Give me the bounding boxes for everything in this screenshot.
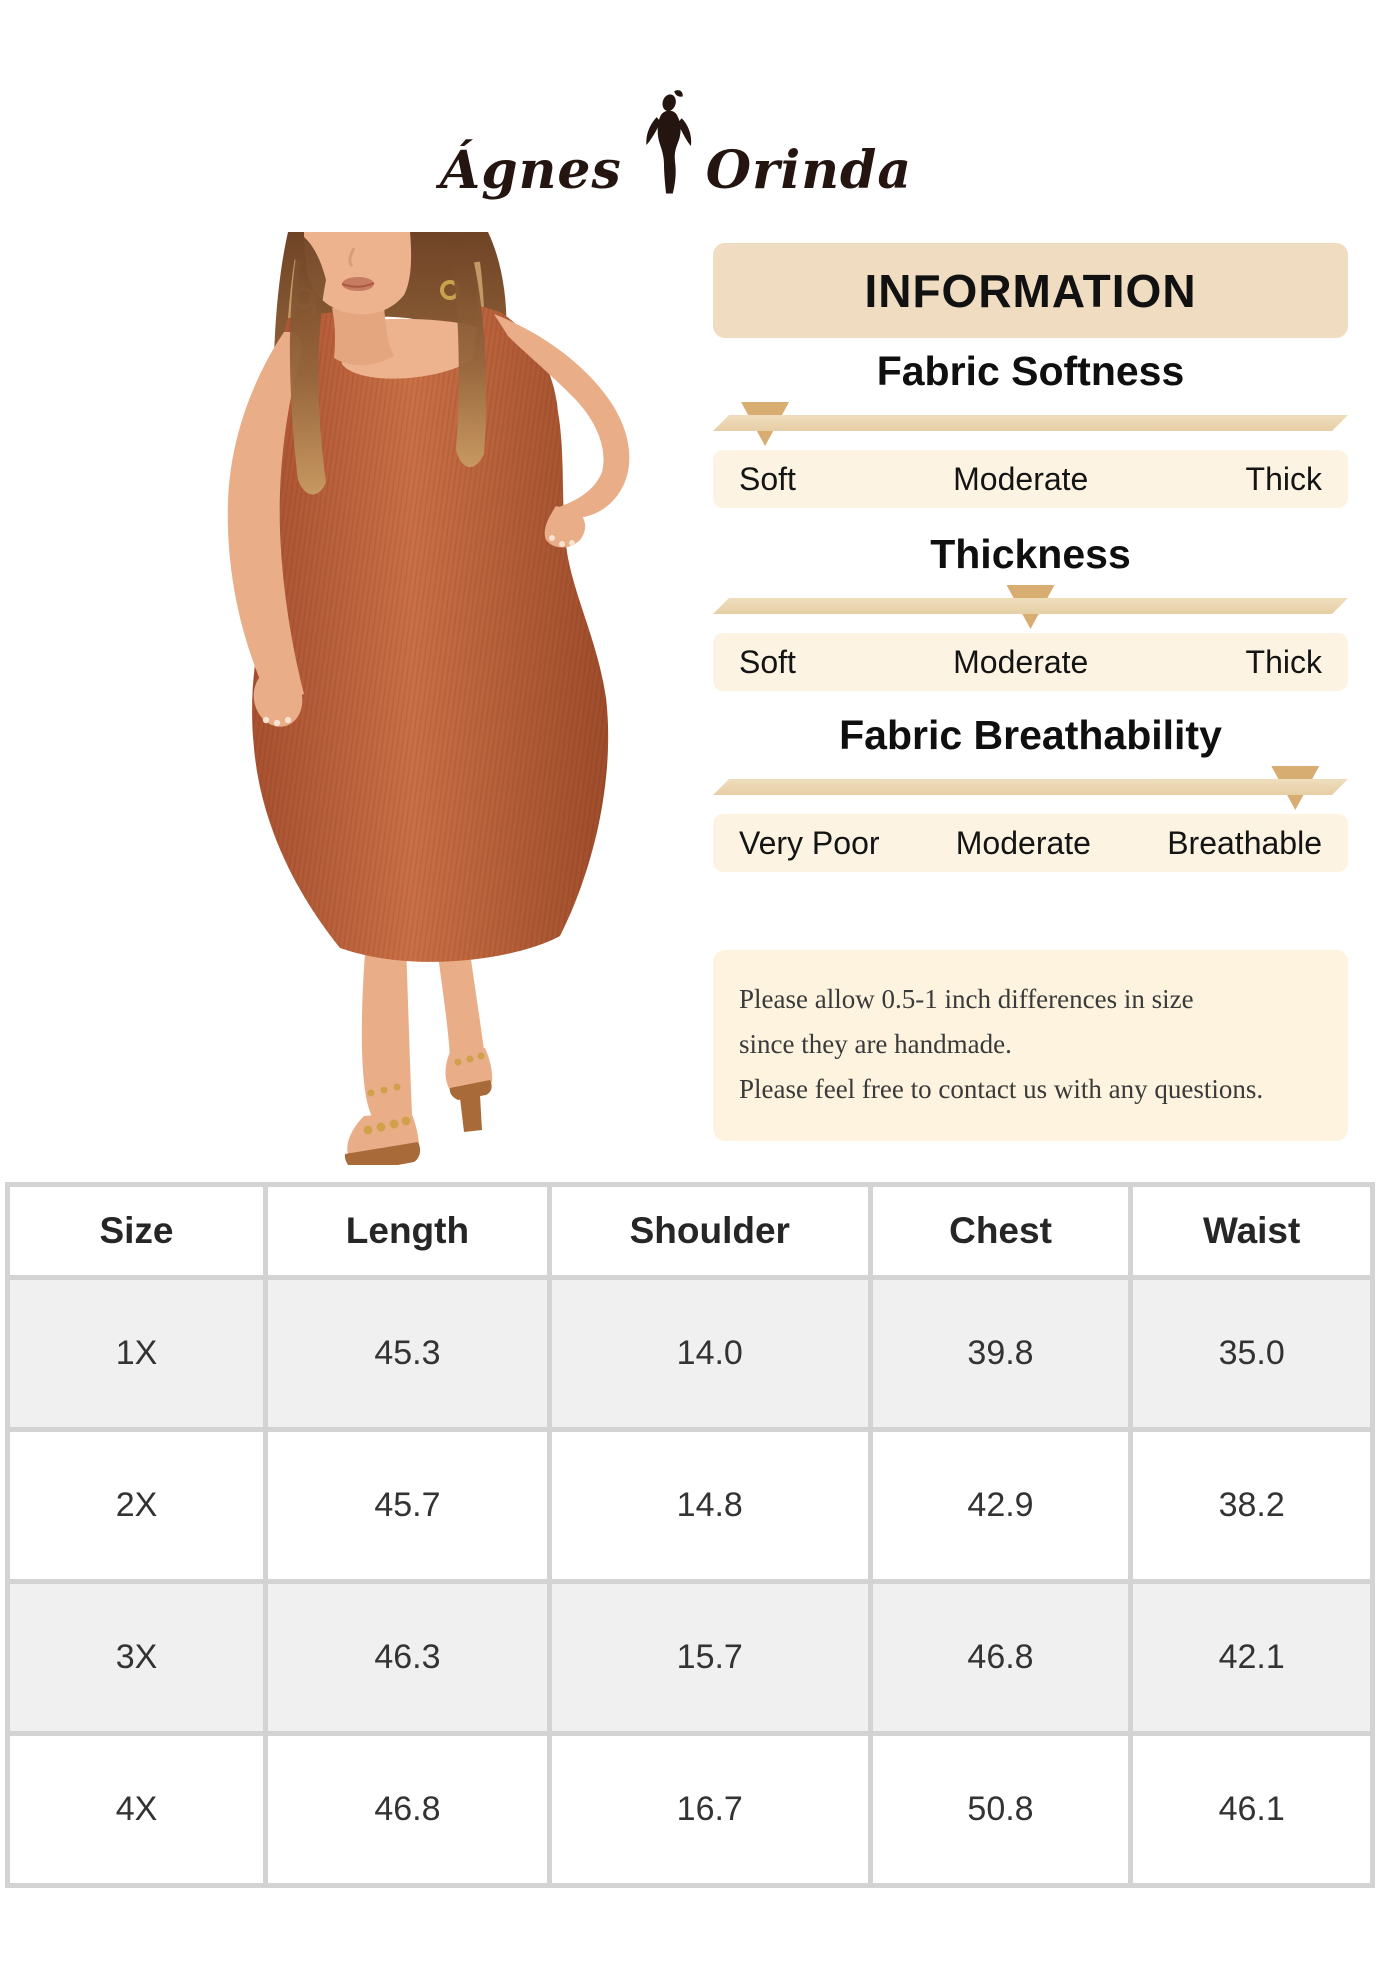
information-title: INFORMATION (864, 264, 1197, 317)
scale-label: Moderate (953, 643, 1089, 680)
thickness-scale (713, 585, 1348, 631)
section-title-fabric-breathability: Fabric Breathability (839, 712, 1222, 758)
table-cell: 46.1 (1128, 1731, 1375, 1888)
column-header-length: Length (262, 1182, 552, 1280)
table-row: 1X 45.3 14.0 39.8 35.0 (5, 1275, 1375, 1432)
column-header-chest: Chest (867, 1182, 1134, 1280)
table-row: 3X 46.3 15.7 46.8 42.1 (5, 1579, 1375, 1736)
table-row: 2X 45.7 14.8 42.9 38.2 (5, 1427, 1375, 1584)
column-header-size: Size (5, 1182, 268, 1280)
column-header-waist: Waist (1128, 1182, 1375, 1280)
scale-bar (713, 598, 1348, 614)
model-illustration (227, 232, 630, 1165)
table-cell: 46.8 (262, 1731, 552, 1888)
table-cell: 14.8 (546, 1427, 873, 1584)
scale-label: Soft (739, 460, 796, 497)
table-cell-size: 1X (5, 1275, 268, 1432)
handmade-note: Please allow 0.5-1 inch differences in s… (713, 950, 1348, 1141)
scale-label: Soft (739, 643, 796, 680)
section-title-fabric-softness: Fabric Softness (876, 348, 1185, 394)
table-cell: 14.0 (546, 1275, 873, 1432)
product-photo (128, 200, 640, 1165)
column-header-shoulder: Shoulder (546, 1182, 873, 1280)
table-cell-size: 2X (5, 1427, 268, 1584)
table-cell: 45.3 (262, 1275, 552, 1432)
information-header: INFORMATION (713, 243, 1348, 338)
brand-name-first: Ágnes (439, 140, 622, 201)
table-cell-size: 4X (5, 1731, 268, 1888)
scale-bar (713, 779, 1348, 795)
thickness-labels: Soft Moderate Thick (713, 633, 1348, 691)
note-line: since they are handmade. (739, 1029, 1012, 1059)
scale-label: Thick (1245, 643, 1322, 680)
fabric-softness-labels: Soft Moderate Thick (713, 450, 1348, 508)
fabric-softness-scale (713, 402, 1348, 448)
size-chart-table: Size Length Shoulder Chest Waist 1X 45.3… (5, 1182, 1375, 1888)
scale-label: Breathable (1167, 824, 1322, 861)
table-cell: 38.2 (1128, 1427, 1375, 1584)
section-title-thickness: Thickness (930, 531, 1131, 577)
note-line: Please allow 0.5-1 inch differences in s… (739, 984, 1194, 1014)
scale-label: Very Poor (739, 824, 880, 861)
note-line: Please feel free to contact us with any … (739, 1074, 1264, 1104)
brand-logo: Ágnes Orinda (0, 86, 1366, 198)
table-cell: 46.3 (262, 1579, 552, 1736)
table-cell: 15.7 (546, 1579, 873, 1736)
table-cell: 50.8 (867, 1731, 1134, 1888)
table-cell: 46.8 (867, 1579, 1134, 1736)
information-panel: INFORMATION Fabric Softness Soft Moderat… (713, 243, 1348, 1141)
fabric-breathability-labels: Very Poor Moderate Breathable (713, 814, 1348, 872)
table-cell-size: 3X (5, 1579, 268, 1736)
scale-bar (713, 415, 1348, 431)
table-cell: 39.8 (867, 1275, 1134, 1432)
scale-label: Thick (1245, 460, 1322, 497)
scale-label: Moderate (953, 460, 1089, 497)
brand-name-second: Orinda (705, 140, 913, 201)
scale-label: Moderate (955, 824, 1091, 861)
table-cell: 35.0 (1128, 1275, 1375, 1432)
table-row: 4X 46.8 16.7 50.8 46.1 (5, 1731, 1375, 1888)
table-cell: 16.7 (546, 1731, 873, 1888)
table-cell: 42.1 (1128, 1579, 1375, 1736)
woman-silhouette-icon (632, 90, 696, 198)
table-cell: 45.7 (262, 1427, 552, 1584)
table-cell: 42.9 (867, 1427, 1134, 1584)
fabric-breathability-scale (713, 766, 1348, 812)
table-header-row: Size Length Shoulder Chest Waist (5, 1182, 1375, 1280)
